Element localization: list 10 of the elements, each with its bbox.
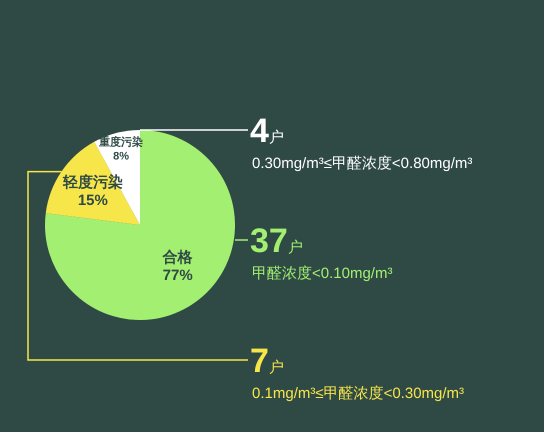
text: 7户 [250, 342, 284, 380]
text: 37户 [250, 222, 303, 260]
text: 0.30mg/m³≤甲醛浓度<0.80mg/m³ [252, 155, 472, 172]
data-label: 8% [113, 150, 130, 162]
data-label: 15% [78, 192, 108, 209]
data-label: 77% [162, 266, 193, 284]
text: 4户 [250, 112, 284, 150]
text: 0.1mg/m³≤甲醛浓度<0.30mg/m³ [252, 385, 464, 402]
slice-label: 合格 [162, 248, 194, 266]
text: 甲醛浓度<0.10mg/m³ [252, 265, 392, 282]
